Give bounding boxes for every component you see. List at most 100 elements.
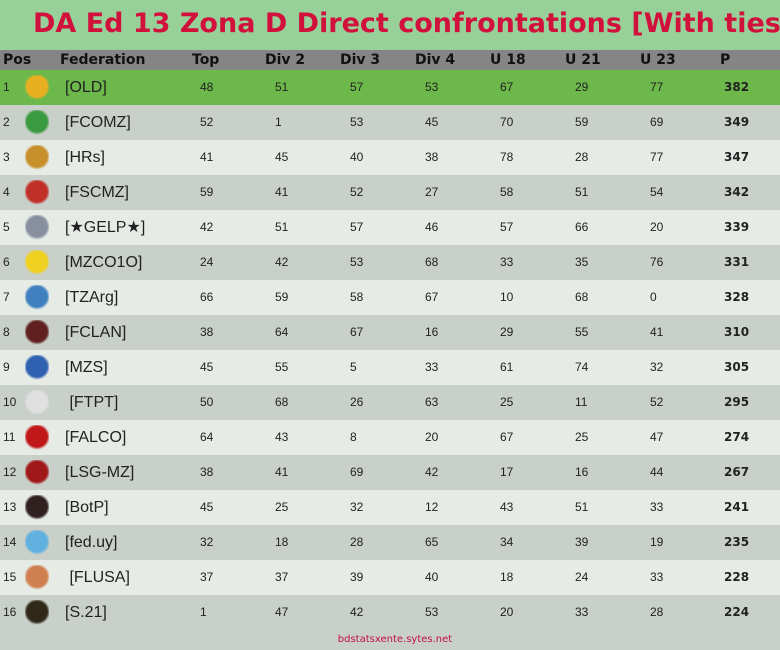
column-header: U 23 [640,52,676,68]
score-cell: 41 [650,325,664,339]
score-cell: 37 [200,570,214,584]
score-cell: 47 [650,430,664,444]
federation-name[interactable]: [HRs] [65,149,105,166]
position: 16 [3,605,17,619]
score-cell: 63 [425,395,439,409]
score-cell: 77 [650,80,664,94]
score-cell: 77 [650,150,664,164]
score-cell: 45 [425,115,439,129]
federation-name[interactable]: [FALCO] [65,429,127,446]
federation-name[interactable]: [FLUSA] [65,569,130,586]
position: 14 [3,535,17,549]
score-cell: 20 [425,430,439,444]
score-cell: 42 [275,255,289,269]
score-cell: 46 [425,220,439,234]
footer-site-link[interactable]: bdstatsxente.sytes.net [337,634,453,645]
lion-crest-icon [25,75,49,101]
federation-name[interactable]: [★GELP★] [65,219,146,236]
score-cell: 53 [350,255,364,269]
red-black-shield-icon [25,460,49,486]
table-row: 15 [FLUSA] 37 37 39 40 18 24 33 228 [0,560,780,595]
column-header: U 18 [490,52,526,68]
score-cell: 76 [650,255,664,269]
score-cell: 39 [350,570,364,584]
score-cell: 42 [350,605,364,619]
total-points: 331 [724,255,750,269]
column-header: Div 3 [340,52,381,68]
column-header: P [720,52,731,68]
score-cell: 35 [575,255,589,269]
score-cell: 51 [575,500,589,514]
score-cell: 28 [350,535,364,549]
score-cell: 68 [575,290,589,304]
federation-name[interactable]: [OLD] [65,79,107,96]
column-header: Div 4 [415,52,456,68]
score-cell: 42 [200,220,214,234]
federation-name[interactable]: [FTPT] [65,394,119,411]
grey-shield-icon [25,215,49,241]
score-cell: 52 [350,185,364,199]
position: 3 [3,150,10,164]
score-cell: 45 [200,500,214,514]
federation-name[interactable]: [FSCMZ] [65,184,129,201]
score-cell: 0 [650,290,657,304]
score-cell: 52 [650,395,664,409]
score-cell: 32 [350,500,364,514]
score-cell: 61 [500,360,514,374]
score-cell: 57 [350,80,364,94]
score-cell: 74 [575,360,589,374]
score-cell: 44 [650,465,664,479]
column-header: Top [192,52,220,68]
score-cell: 8 [350,430,357,444]
ball-logo-icon [25,530,49,556]
table-row: 7 [TZArg] 66 59 58 67 10 68 0 328 [0,280,780,315]
score-cell: 50 [200,395,214,409]
score-cell: 55 [275,360,289,374]
score-cell: 41 [275,185,289,199]
score-cell: 25 [275,500,289,514]
total-points: 382 [724,80,750,94]
federation-name[interactable]: [MZS] [65,359,108,376]
score-cell: 17 [500,465,514,479]
score-cell: 41 [200,150,214,164]
score-cell: 32 [650,360,664,374]
federation-name[interactable]: [fed.uy] [65,534,118,551]
corinthians-crest-icon [25,390,49,416]
federation-name[interactable]: [BotP] [65,499,109,516]
total-points: 267 [724,465,750,479]
column-header: U 21 [565,52,601,68]
total-points: 241 [724,500,750,514]
position: 11 [3,430,16,444]
federation-name[interactable]: [FCLAN] [65,324,127,341]
federation-name[interactable]: [S.21] [65,604,107,621]
score-cell: 51 [275,220,289,234]
score-cell: 45 [200,360,214,374]
table-row: 6 [MZCO1O] 24 42 53 68 33 35 76 331 [0,245,780,280]
page-title: DA Ed 13 Zona D Direct confrontations [W… [0,0,780,50]
federation-name[interactable]: [TZArg] [65,289,119,306]
score-cell: 40 [425,570,439,584]
score-cell: 24 [200,255,214,269]
score-cell: 54 [650,185,664,199]
table-row: 11 [FALCO] 64 43 8 20 67 25 47 274 [0,420,780,455]
score-cell: 53 [425,80,439,94]
score-cell: 51 [275,80,289,94]
total-points: 295 [724,395,750,409]
score-cell: 67 [500,430,514,444]
score-cell: 53 [350,115,364,129]
score-cell: 51 [575,185,589,199]
table-row: 3 [HRs] 41 45 40 38 78 28 77 347 [0,140,780,175]
score-cell: 42 [425,465,439,479]
score-cell: 38 [425,150,439,164]
federation-name[interactable]: [LSG-MZ] [65,464,135,481]
score-cell: 25 [575,430,589,444]
total-points: 310 [724,325,750,339]
score-cell: 12 [425,500,439,514]
text-logo-icon [25,285,49,311]
score-cell: 59 [200,185,214,199]
score-cell: 19 [650,535,664,549]
federation-name[interactable]: [FCOMZ] [65,114,131,131]
federation-name[interactable]: [MZCO1O] [65,254,143,271]
score-cell: 33 [500,255,514,269]
total-points: 347 [724,150,750,164]
